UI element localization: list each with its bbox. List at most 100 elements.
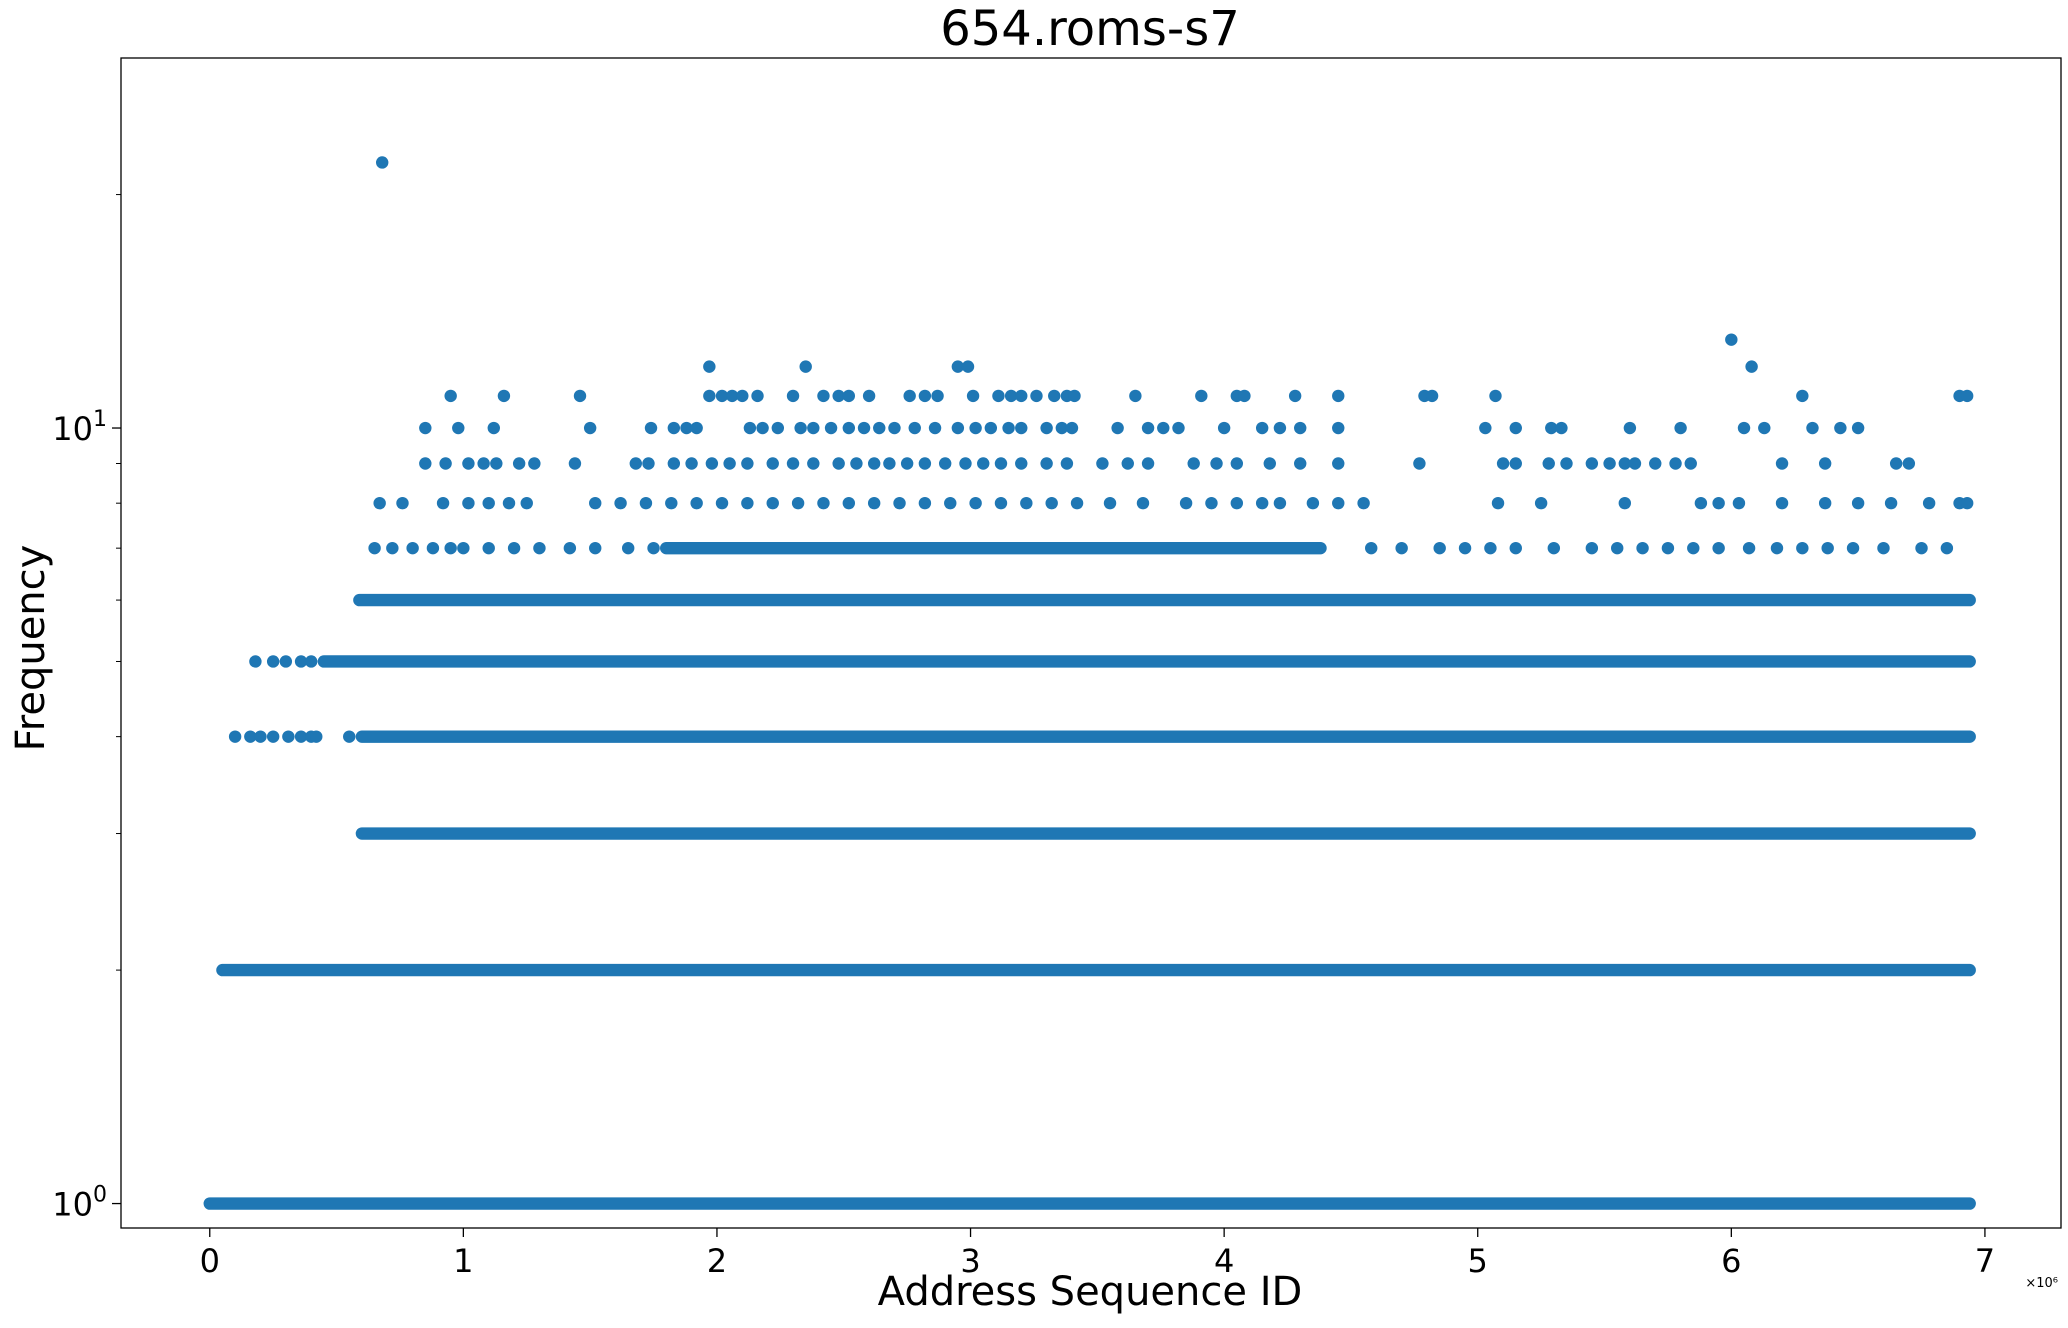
data-point (396, 496, 409, 510)
data-point (490, 457, 503, 470)
data-point (715, 389, 729, 403)
data-point (951, 360, 965, 373)
data-point (254, 730, 267, 743)
data-point (1129, 389, 1142, 403)
data-point (1332, 496, 1345, 510)
data-point (462, 457, 475, 470)
data-point (1065, 421, 1079, 435)
data-point (966, 389, 980, 403)
data-point (1846, 541, 1860, 555)
data-point (791, 496, 805, 510)
data-point (642, 457, 655, 470)
x-tick-label: 5 (1468, 1242, 1488, 1280)
data-point (984, 421, 998, 435)
data-point (680, 421, 693, 435)
data-point (1040, 421, 1053, 435)
data-point (1425, 389, 1439, 403)
data-point (647, 541, 660, 555)
data-point (918, 496, 932, 510)
data-point (832, 457, 845, 470)
data-point (282, 730, 295, 743)
data-point (1458, 541, 1472, 555)
data-point (1205, 496, 1218, 510)
data-point (1187, 457, 1200, 470)
x-tick-label: 7 (1975, 1242, 1995, 1280)
data-point (1712, 496, 1725, 510)
data-point (1273, 496, 1287, 510)
data-point (644, 421, 658, 435)
axes: 0 1 2 3 4 5 6 7 100 101 (52, 57, 2062, 1280)
data-point (294, 730, 308, 743)
data-point (1096, 457, 1109, 470)
data-point (1742, 541, 1756, 555)
data-point (725, 389, 739, 403)
data-point (842, 421, 856, 435)
data-point (867, 496, 881, 510)
data-point (1045, 496, 1058, 510)
data-point (583, 421, 597, 435)
data-point (1068, 389, 1081, 403)
data-point (1040, 457, 1053, 470)
x-tick-label: 0 (200, 1242, 220, 1280)
data-point (1877, 541, 1890, 555)
data-point (1157, 421, 1170, 435)
data-point (1818, 496, 1832, 510)
data-band-row (660, 541, 1327, 555)
data-point (1796, 389, 1809, 403)
data-point (944, 496, 957, 510)
data-point (1491, 496, 1505, 510)
data-point (520, 496, 533, 510)
data-point (1136, 496, 1150, 510)
data-point (1545, 421, 1558, 435)
data-point (1238, 389, 1251, 403)
data-point (1834, 421, 1847, 435)
data-point (621, 541, 635, 555)
data-band-row (203, 1197, 1976, 1210)
data-point (1694, 496, 1708, 510)
data-point (938, 457, 952, 470)
data-point (1030, 389, 1043, 403)
chart-title: 654.roms-s7 (940, 1, 1240, 57)
data-point (918, 457, 932, 470)
data-point (1745, 360, 1758, 373)
data-point (376, 156, 389, 169)
data-point (1628, 457, 1642, 470)
data-point (807, 457, 820, 470)
data-point (1534, 496, 1548, 510)
data-point (1004, 389, 1018, 403)
data-point (862, 389, 876, 403)
data-point (1915, 541, 1928, 555)
data-point (1542, 457, 1555, 470)
data-point (614, 496, 627, 510)
data-point (589, 496, 602, 510)
data-point (1273, 421, 1287, 435)
data-point (1509, 421, 1522, 435)
data-point (266, 730, 280, 743)
data-point (977, 457, 990, 470)
data-point (1775, 496, 1789, 510)
data-point (1357, 496, 1370, 510)
data-point (444, 389, 457, 403)
data-point (766, 457, 779, 470)
data-point (807, 421, 820, 435)
data-point (751, 389, 764, 403)
data-point (1560, 457, 1573, 470)
data-point (373, 496, 386, 510)
data-point (928, 421, 942, 435)
data-point (832, 389, 845, 403)
data-point (1070, 496, 1084, 510)
data-point (1496, 457, 1510, 470)
data-point (368, 541, 381, 555)
data-point (961, 360, 975, 373)
data-point (1111, 421, 1124, 435)
data-point (1217, 421, 1231, 435)
data-point (667, 421, 681, 435)
data-point (842, 389, 856, 403)
data-point (1684, 457, 1697, 470)
x-tick-label: 4 (1214, 1242, 1234, 1280)
data-point (497, 389, 511, 403)
data-point (1732, 496, 1746, 510)
data-point (512, 457, 526, 470)
